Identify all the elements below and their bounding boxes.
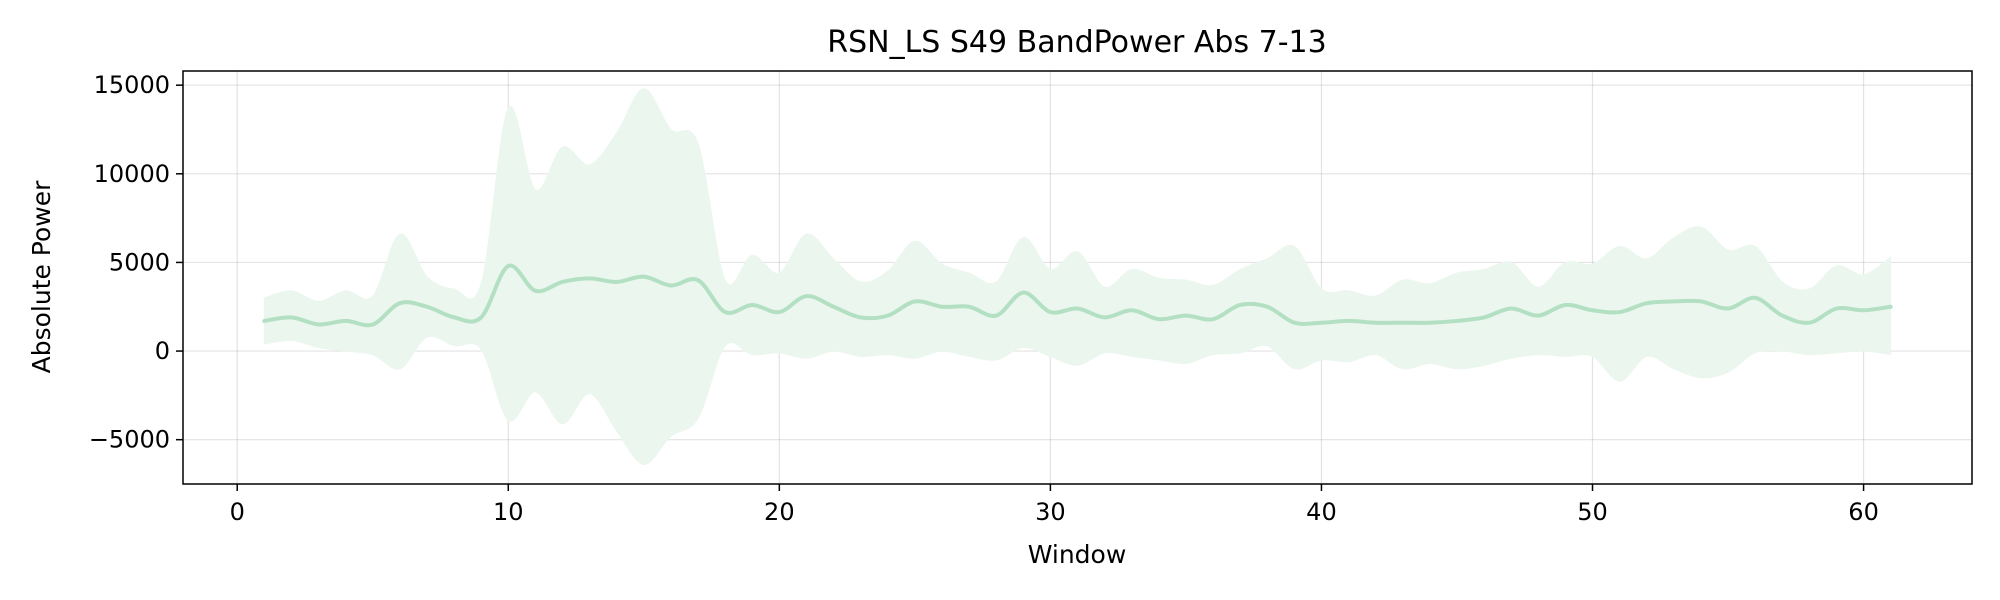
chart-title: RSN_LS S49 BandPower Abs 7-13 — [827, 25, 1326, 60]
x-tick-label: 60 — [1848, 498, 1879, 526]
y-tick-label: 5000 — [109, 248, 170, 276]
x-tick-label: 30 — [1035, 498, 1066, 526]
std-band — [263, 88, 1892, 466]
plot-frame — [182, 70, 1973, 485]
line-layer — [262, 263, 1893, 328]
x-tick-label: 20 — [764, 498, 795, 526]
band-layer — [263, 88, 1892, 466]
x-tick-label: 0 — [230, 498, 245, 526]
y-tick-label: 10000 — [94, 160, 170, 188]
y-tick-label: 15000 — [94, 71, 170, 99]
x-tick-label: 10 — [493, 498, 524, 526]
mean-line — [262, 263, 1893, 328]
y-tick-label: −5000 — [89, 426, 170, 454]
tick-layer: 0 10 20 30 40 50 60 −5000 0 5000 10000 15000 — [89, 71, 1879, 526]
x-tick-label: 50 — [1577, 498, 1608, 526]
x-tick-label: 40 — [1306, 498, 1337, 526]
x-axis-label: Window — [1028, 540, 1127, 569]
y-axis-label: Absolute Power — [27, 180, 56, 374]
y-tick-label: 0 — [155, 337, 170, 365]
